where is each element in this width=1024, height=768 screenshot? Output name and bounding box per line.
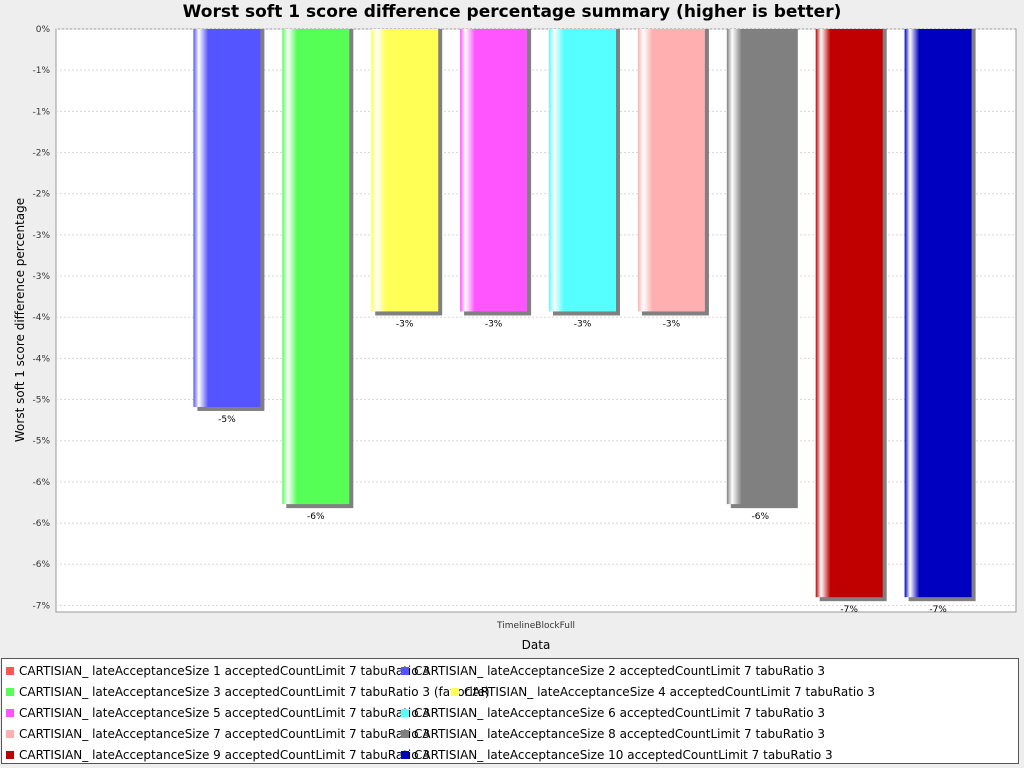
legend-item: CARTISIAN_ lateAcceptanceSize 1 accepted… <box>6 664 430 678</box>
legend-item: CARTISIAN_ lateAcceptanceSize 9 accepted… <box>6 748 430 762</box>
legend-label: CARTISIAN_ lateAcceptanceSize 1 accepted… <box>19 664 431 678</box>
y-tick-label: 0% <box>36 25 51 35</box>
legend-item: CARTISIAN_ lateAcceptanceSize 5 accepted… <box>6 706 430 720</box>
data-label: -3% <box>663 319 681 329</box>
data-label: -6% <box>307 512 325 522</box>
y-tick-label: -1% <box>32 66 50 76</box>
bar-series-3 <box>282 29 350 505</box>
bar-series-8 <box>726 29 794 505</box>
data-label: -3% <box>485 319 503 329</box>
legend-swatch <box>401 751 409 759</box>
legend-swatch <box>401 709 409 717</box>
x-axis-label: Data <box>522 638 551 652</box>
legend-label: CARTISIAN_ lateAcceptanceSize 7 accepted… <box>19 727 431 741</box>
legend-swatch <box>6 667 14 675</box>
y-tick-label: -2% <box>32 190 50 200</box>
data-label: -3% <box>574 319 592 329</box>
y-axis-label: Worst soft 1 score difference percentage <box>13 198 27 442</box>
chart-area: 0% -1% -1% -2% -2% -3% -3% -4% -4% -5% -5% -6% -6% -6… <box>13 25 1017 652</box>
legend-swatch <box>6 730 14 738</box>
y-tick-label: -6% <box>32 519 50 529</box>
legend-item: CARTISIAN_ lateAcceptanceSize 6 accepted… <box>401 706 825 720</box>
y-tick-label: -5% <box>32 396 50 406</box>
x-tick-label: TimelineBlockFull <box>496 621 575 631</box>
bar-series-7 <box>637 29 705 312</box>
y-tick-label: -3% <box>32 272 50 282</box>
legend-label: CARTISIAN_ lateAcceptanceSize 3 accepted… <box>19 685 490 699</box>
legend-label: CARTISIAN_ lateAcceptanceSize 6 accepted… <box>414 706 826 720</box>
y-tick-label: -6% <box>32 560 50 570</box>
legend-label: CARTISIAN_ lateAcceptanceSize 4 accepted… <box>464 685 876 699</box>
legend-swatch <box>6 751 14 759</box>
legend: CARTISIAN_ lateAcceptanceSize 1 accepted… <box>1 658 1019 764</box>
legend-swatch <box>401 730 409 738</box>
y-tick-label: -3% <box>32 231 50 241</box>
legend-label: CARTISIAN_ lateAcceptanceSize 2 accepted… <box>414 664 826 678</box>
y-tick-label: -1% <box>32 107 50 117</box>
legend-swatch <box>451 688 459 696</box>
bar-series-9 <box>815 29 883 598</box>
legend-swatch <box>401 667 409 675</box>
legend-label: CARTISIAN_ lateAcceptanceSize 5 accepted… <box>19 706 431 720</box>
legend-item: CARTISIAN_ lateAcceptanceSize 8 accepted… <box>401 727 825 741</box>
data-label: -5% <box>218 415 236 425</box>
legend-swatch <box>6 688 14 696</box>
legend-item: CARTISIAN_ lateAcceptanceSize 4 accepted… <box>451 685 875 699</box>
bar-series-2 <box>193 29 261 407</box>
y-tick-label: -4% <box>32 354 50 364</box>
y-tick-label: -4% <box>32 313 50 323</box>
data-label: -7% <box>840 605 858 615</box>
legend-item: CARTISIAN_ lateAcceptanceSize 7 accepted… <box>6 727 430 741</box>
legend-label: CARTISIAN_ lateAcceptanceSize 8 accepted… <box>414 727 826 741</box>
bar-series-10 <box>904 29 972 598</box>
legend-item: CARTISIAN_ lateAcceptanceSize 3 accepted… <box>6 685 490 699</box>
legend-item: CARTISIAN_ lateAcceptanceSize 2 accepted… <box>401 664 825 678</box>
y-tick-label: -6% <box>32 478 50 488</box>
bar-series-5 <box>460 29 528 312</box>
chart-title: Worst soft 1 score difference percentage… <box>182 2 842 22</box>
data-label: -3% <box>396 319 414 329</box>
y-tick-label: -5% <box>32 437 50 447</box>
data-label: -7% <box>929 605 947 615</box>
data-label: -6% <box>752 512 770 522</box>
bar-series-6 <box>549 29 616 312</box>
bar-series-4 <box>371 29 439 312</box>
y-tick-label: -2% <box>32 149 50 159</box>
legend-swatch <box>6 709 14 717</box>
y-tick-label: -7% <box>32 601 50 611</box>
legend-label: CARTISIAN_ lateAcceptanceSize 10 accepte… <box>414 748 833 762</box>
legend-label: CARTISIAN_ lateAcceptanceSize 9 accepted… <box>19 748 431 762</box>
legend-item: CARTISIAN_ lateAcceptanceSize 10 accepte… <box>401 748 833 762</box>
